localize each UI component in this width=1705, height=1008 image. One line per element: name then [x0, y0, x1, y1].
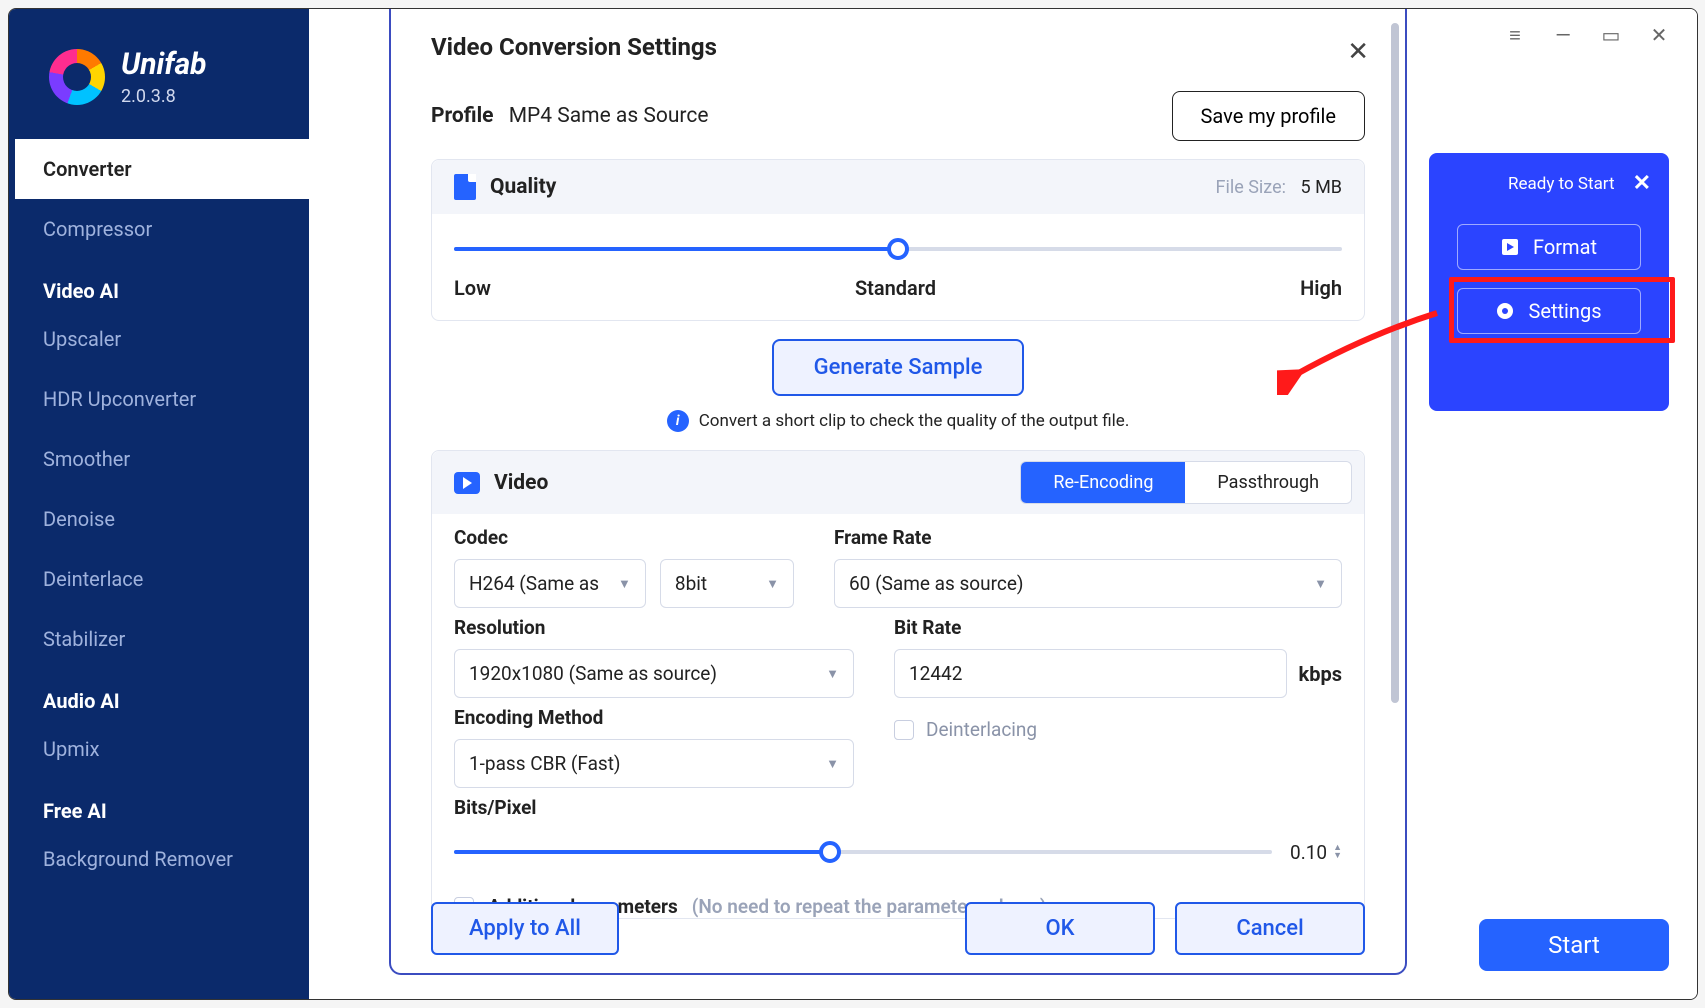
- bitspixel-value: 0.10: [1290, 841, 1327, 864]
- titlebar: ≡ — ▭ ✕: [1505, 9, 1697, 61]
- filesize: File Size: 5 MB: [1216, 177, 1342, 198]
- profile-label: Profile: [431, 104, 493, 128]
- logo: Unifab 2.0.3.8: [9, 29, 309, 139]
- sidebar-group-audio-ai: Audio AI: [9, 669, 309, 719]
- info-row: i Convert a short clip to check the qual…: [431, 410, 1365, 432]
- app-version: 2.0.3.8: [121, 86, 207, 107]
- dialog-footer: Apply to All OK Cancel: [431, 902, 1365, 955]
- info-text: Convert a short clip to check the qualit…: [699, 411, 1130, 431]
- sidebar-item-upscaler[interactable]: Upscaler: [9, 309, 309, 369]
- bitrate-unit: kbps: [1299, 662, 1342, 686]
- video-icon: [454, 472, 480, 494]
- cancel-button[interactable]: Cancel: [1175, 902, 1365, 955]
- close-icon[interactable]: ✕: [1649, 25, 1669, 45]
- codec-label: Codec: [454, 526, 794, 549]
- deinterlacing-label: Deinterlacing: [926, 718, 1037, 741]
- gear-icon: [1496, 302, 1514, 320]
- ready-status: Ready to Start: [1508, 174, 1615, 194]
- quality-low: Low: [454, 276, 491, 300]
- encoding-toggle: Re-Encoding Passthrough: [1020, 461, 1352, 504]
- format-label: Format: [1533, 235, 1597, 259]
- sidebar-item-stabilizer[interactable]: Stabilizer: [9, 609, 309, 669]
- passthrough-tab[interactable]: Passthrough: [1185, 462, 1351, 503]
- video-title: Video: [494, 471, 548, 495]
- menu-icon[interactable]: ≡: [1505, 25, 1525, 45]
- sidebar-item-compressor[interactable]: Compressor: [9, 199, 309, 259]
- profile-value: MP4 Same as Source: [509, 104, 709, 128]
- generate-sample-button[interactable]: Generate Sample: [772, 339, 1025, 396]
- encmethod-select[interactable]: 1-pass CBR (Fast)▼: [454, 739, 854, 788]
- play-icon: [1501, 238, 1519, 256]
- sidebar-item-denoise[interactable]: Denoise: [9, 489, 309, 549]
- settings-label: Settings: [1528, 299, 1601, 323]
- sidebar: Unifab 2.0.3.8 Converter Compressor Vide…: [9, 9, 309, 999]
- video-section: Video Re-Encoding Passthrough Codec H264…: [431, 450, 1365, 919]
- profile-row: Profile MP4 Same as Source Save my profi…: [431, 91, 1365, 141]
- settings-dialog: Video Conversion Settings ✕ Profile MP4 …: [389, 9, 1407, 975]
- ok-button[interactable]: OK: [965, 902, 1155, 955]
- sidebar-item-bgremover[interactable]: Background Remover: [9, 829, 309, 889]
- file-icon: [454, 174, 476, 200]
- bitrate-label: Bit Rate: [894, 616, 1342, 639]
- info-icon: i: [667, 410, 689, 432]
- quality-title: Quality: [490, 175, 556, 199]
- sidebar-item-hdr[interactable]: HDR Upconverter: [9, 369, 309, 429]
- settings-button[interactable]: Settings: [1457, 288, 1641, 334]
- quality-standard: Standard: [855, 276, 936, 300]
- bitspixel-slider[interactable]: [454, 839, 1272, 865]
- sidebar-item-deinterlace[interactable]: Deinterlace: [9, 549, 309, 609]
- framerate-label: Frame Rate: [834, 526, 1342, 549]
- filesize-label: File Size:: [1216, 177, 1286, 198]
- sidebar-group-free-ai: Free AI: [9, 779, 309, 829]
- bitspixel-label: Bits/Pixel: [454, 796, 1342, 819]
- bitspixel-stepper[interactable]: ▲▼: [1333, 844, 1342, 860]
- deinterlacing-checkbox[interactable]: [894, 720, 914, 740]
- encmethod-label: Encoding Method: [454, 706, 854, 729]
- ready-panel: Ready to Start ✕ Format Settings: [1429, 153, 1669, 411]
- resolution-select[interactable]: 1920x1080 (Same as source)▼: [454, 649, 854, 698]
- filesize-value: 5 MB: [1300, 177, 1342, 198]
- start-button[interactable]: Start: [1479, 919, 1669, 971]
- sidebar-group-video-ai: Video AI: [9, 259, 309, 309]
- maximize-icon[interactable]: ▭: [1601, 25, 1621, 45]
- apply-all-button[interactable]: Apply to All: [431, 902, 619, 955]
- dialog-close-icon[interactable]: ✕: [1347, 37, 1369, 67]
- framerate-select[interactable]: 60 (Same as source)▼: [834, 559, 1342, 608]
- re-encoding-tab[interactable]: Re-Encoding: [1021, 462, 1185, 503]
- sidebar-item-upmix[interactable]: Upmix: [9, 719, 309, 779]
- bitdepth-select[interactable]: 8bit▼: [660, 559, 794, 608]
- sidebar-item-smoother[interactable]: Smoother: [9, 429, 309, 489]
- app-window: ≡ — ▭ ✕ Unifab 2.0.3.8 Converter Compres…: [8, 8, 1698, 1000]
- app-name: Unifab: [121, 47, 207, 82]
- resolution-label: Resolution: [454, 616, 854, 639]
- dialog-title: Video Conversion Settings: [431, 33, 1365, 61]
- format-button[interactable]: Format: [1457, 224, 1641, 270]
- ready-close-icon[interactable]: ✕: [1633, 171, 1651, 196]
- quality-slider[interactable]: [454, 236, 1342, 262]
- minimize-icon[interactable]: —: [1553, 25, 1573, 45]
- quality-section: Quality File Size: 5 MB Low Standard Hig…: [431, 159, 1365, 321]
- codec-select[interactable]: H264 (Same as▼: [454, 559, 646, 608]
- logo-icon: [49, 49, 105, 105]
- quality-high: High: [1300, 276, 1342, 300]
- sidebar-item-converter[interactable]: Converter: [9, 139, 309, 199]
- save-profile-button[interactable]: Save my profile: [1172, 91, 1365, 141]
- bitrate-input[interactable]: 12442: [894, 649, 1287, 698]
